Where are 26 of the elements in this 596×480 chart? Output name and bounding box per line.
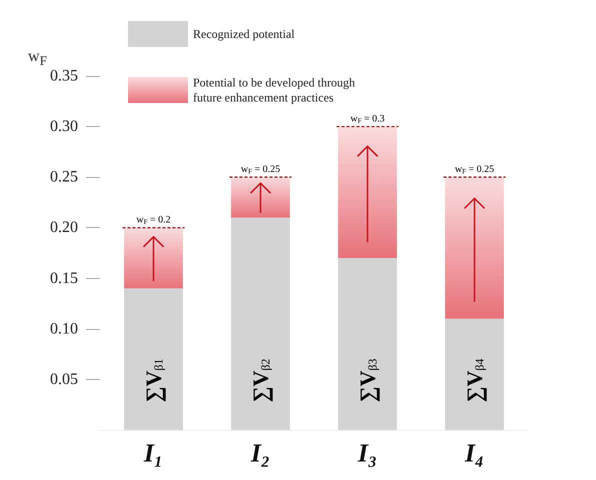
- y-tick-label: 0.05: [50, 370, 78, 388]
- y-tick-label: 0.35: [50, 68, 78, 84]
- y-tick-label: 0.30: [50, 118, 78, 136]
- bar: [338, 258, 397, 430]
- y-tick-label: 0.10: [50, 320, 78, 338]
- y-axis-title: w$_{F}$: [28, 48, 47, 70]
- x-tick-label: I₄: [464, 438, 484, 468]
- y-tick-label: 0.25: [50, 168, 78, 186]
- bar: [231, 218, 290, 430]
- x-tick-label: I₂: [250, 438, 270, 468]
- bar: [445, 318, 504, 430]
- annotation: ∑Vβ2: [248, 358, 273, 402]
- y-tick-label: 0.20: [50, 219, 78, 236]
- bar: [124, 288, 183, 430]
- bar: [231, 177, 290, 218]
- x-tick-label: I₃: [356, 438, 378, 468]
- bar: [124, 228, 183, 288]
- legend-label: Recognized potential: [193, 27, 296, 41]
- annotation: ∑Vβ1: [141, 358, 166, 402]
- bar: [338, 126, 397, 258]
- x-tick-label: I₁: [142, 438, 164, 468]
- bar: [445, 177, 504, 319]
- annotation: ∑Vβ4: [462, 358, 487, 402]
- legend-label: Potential to be developed through future enhancement practices: [193, 76, 358, 104]
- y-tick-label: 0.15: [50, 270, 78, 287]
- annotation: ∑Vβ3: [355, 358, 380, 402]
